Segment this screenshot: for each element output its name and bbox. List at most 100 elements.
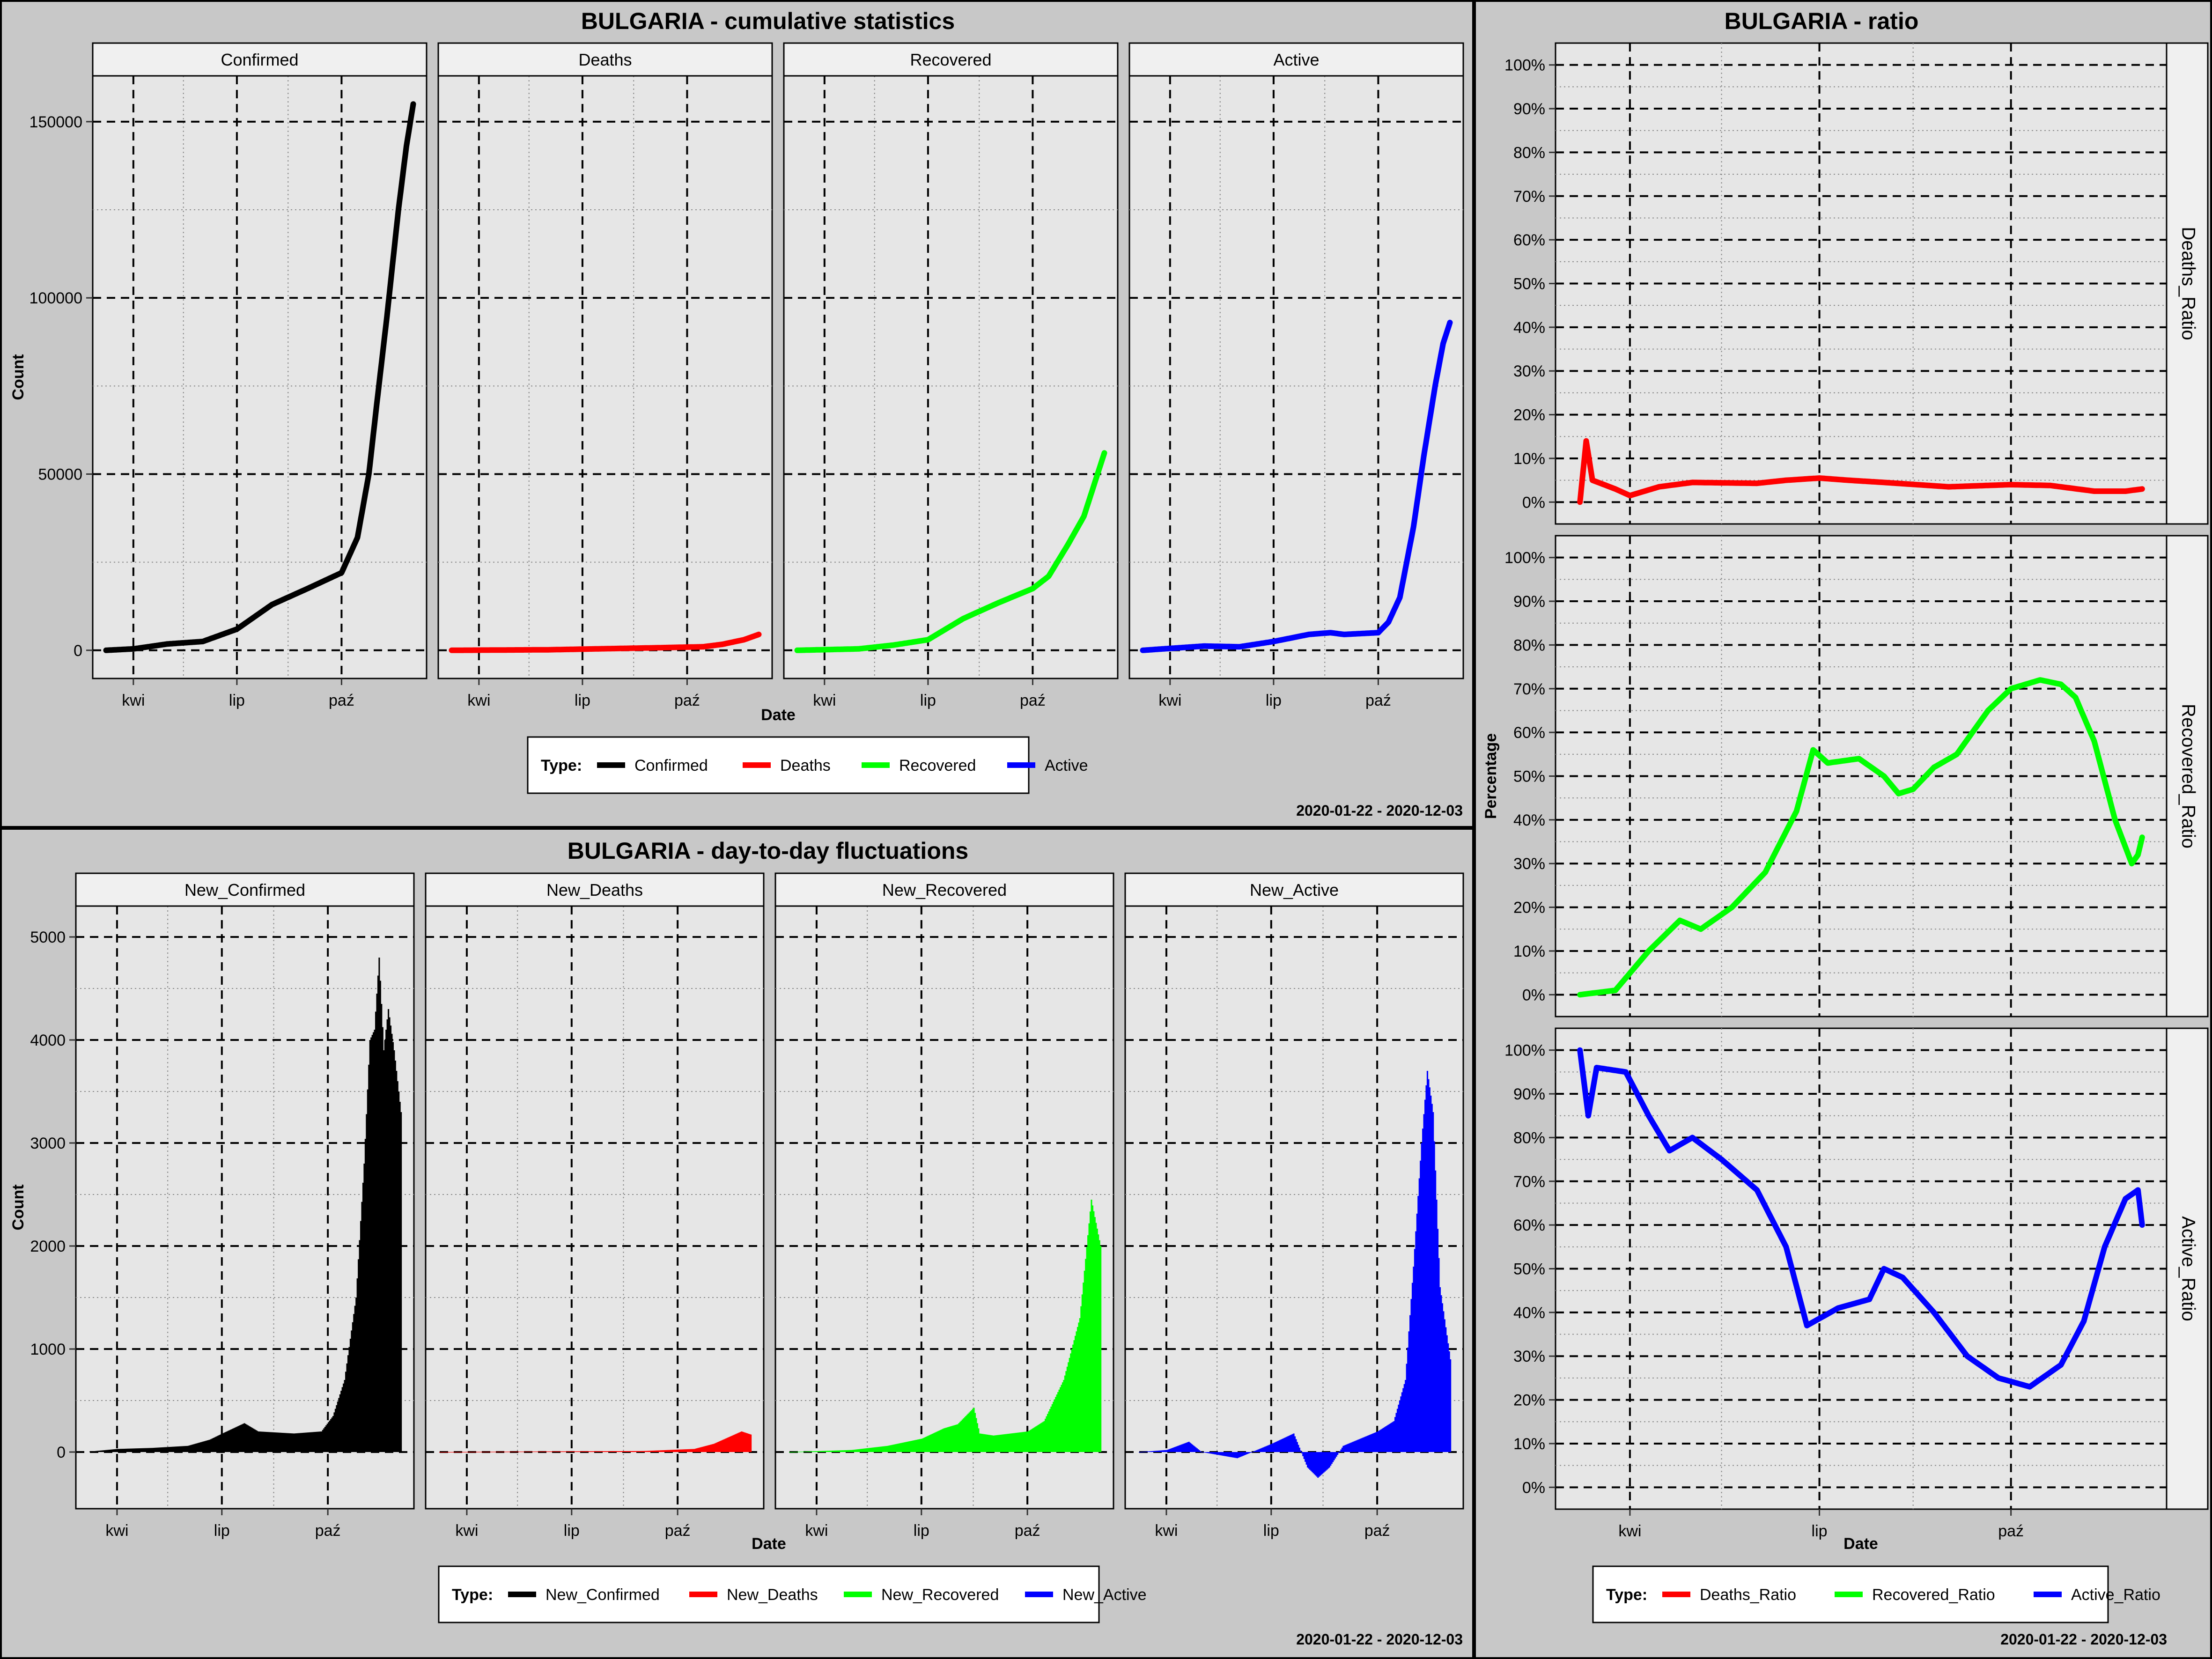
bar (937, 1431, 939, 1452)
bar (1068, 1362, 1069, 1452)
bar (299, 1433, 301, 1452)
bar (621, 1451, 623, 1452)
bar (1363, 1437, 1365, 1452)
bar (121, 1449, 123, 1452)
bar (453, 1452, 455, 1453)
bar (1323, 1452, 1325, 1473)
bar (1170, 1448, 1172, 1452)
bar (158, 1447, 160, 1452)
bar (1410, 1299, 1412, 1452)
bar (147, 1448, 148, 1452)
bar (654, 1450, 656, 1452)
bar (891, 1445, 893, 1452)
bar (1201, 1452, 1202, 1453)
bar (866, 1448, 868, 1452)
bar (1444, 1319, 1445, 1452)
y-tick-label: 60% (1513, 1217, 1545, 1234)
bar (735, 1434, 737, 1452)
bar (268, 1432, 270, 1452)
bar (1150, 1451, 1152, 1452)
bar (307, 1432, 309, 1452)
bar (1235, 1452, 1237, 1458)
bar (105, 1450, 107, 1452)
bar (1358, 1439, 1360, 1452)
bar (631, 1451, 633, 1452)
bar (953, 1425, 955, 1452)
bar (1077, 1327, 1078, 1452)
bar (858, 1449, 860, 1452)
bar (363, 1164, 365, 1452)
y-tick-label: 90% (1513, 593, 1545, 611)
series-line-recovered (794, 450, 1107, 653)
bar (1395, 1413, 1397, 1452)
bar (703, 1446, 705, 1452)
bar (442, 1452, 444, 1453)
bar (206, 1440, 208, 1452)
bar (396, 1071, 398, 1452)
bar (882, 1446, 884, 1452)
bar (476, 1452, 478, 1453)
bar (645, 1451, 647, 1452)
bar (857, 1449, 859, 1452)
cumulative-panel-active-plot-area (1128, 75, 1464, 679)
bar (328, 1422, 330, 1452)
bar (129, 1448, 132, 1452)
bar (840, 1450, 841, 1452)
bar (1301, 1452, 1303, 1453)
bar (979, 1433, 981, 1452)
bar (302, 1432, 304, 1452)
bar (1041, 1423, 1043, 1452)
bar (727, 1438, 729, 1452)
bar (853, 1450, 855, 1452)
facet-strip (75, 872, 415, 907)
bar (938, 1430, 940, 1452)
bar (848, 1450, 850, 1452)
facet-label: Confirmed (221, 50, 298, 69)
bar (863, 1448, 864, 1452)
bar (233, 1428, 235, 1452)
bar (1340, 1449, 1342, 1452)
bar (1013, 1433, 1015, 1452)
bar (738, 1432, 740, 1452)
bar (215, 1437, 217, 1452)
facet-label: Active_Ratio (2178, 1216, 2198, 1321)
bar (883, 1446, 885, 1452)
bar (1163, 1450, 1165, 1452)
bar (1182, 1444, 1184, 1452)
bar (671, 1450, 672, 1452)
bar (833, 1450, 835, 1452)
bar (1302, 1452, 1304, 1456)
bar (920, 1438, 922, 1452)
bar (577, 1451, 579, 1452)
bar (1033, 1428, 1035, 1452)
bar (1093, 1211, 1095, 1452)
bar (112, 1449, 114, 1452)
y-tick-label: 70% (1513, 680, 1545, 698)
facet-strip (783, 42, 1119, 77)
bar (1378, 1430, 1380, 1452)
y-tick-label: 20% (1513, 899, 1545, 917)
bar (700, 1447, 702, 1452)
bar (616, 1451, 618, 1452)
bar (653, 1450, 655, 1452)
bar (1420, 1160, 1422, 1452)
bar (1411, 1283, 1413, 1452)
bar (589, 1451, 590, 1452)
bar (1021, 1432, 1023, 1452)
bar (294, 1433, 296, 1452)
bar (439, 1452, 441, 1453)
bar (1019, 1432, 1021, 1452)
bar (1320, 1452, 1321, 1476)
bar (1437, 1229, 1439, 1452)
x-tick-label: lip (1263, 1522, 1279, 1540)
bar (1024, 1431, 1025, 1452)
bar (712, 1444, 714, 1452)
bar (202, 1441, 204, 1452)
bar (603, 1451, 605, 1452)
bar (162, 1447, 163, 1452)
bar (1354, 1441, 1356, 1452)
bar (115, 1449, 117, 1452)
bar (386, 1019, 388, 1452)
bar (818, 1451, 820, 1452)
